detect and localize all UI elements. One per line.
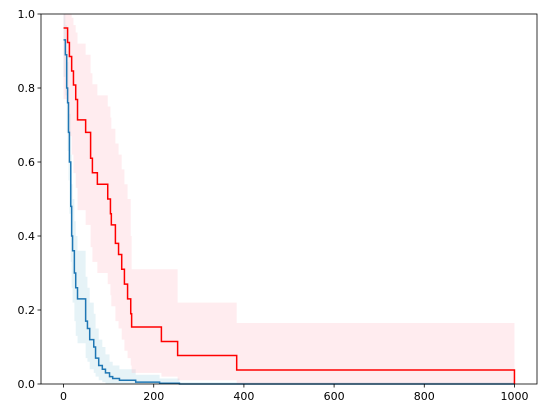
x-tick-label: 0 <box>60 390 67 403</box>
x-tick-label: 200 <box>143 390 164 403</box>
x-tick-label: 800 <box>414 390 435 403</box>
y-tick-label: 0.4 <box>18 230 36 243</box>
y-tick-label: 1.0 <box>18 8 36 21</box>
y-tick-label: 0.8 <box>18 82 36 95</box>
y-tick-label: 0.0 <box>18 378 36 391</box>
survival-line <box>63 27 516 384</box>
x-tick-label: 600 <box>324 390 345 403</box>
axes-frame <box>40 13 538 385</box>
survival-line <box>63 39 515 385</box>
confidence-band <box>63 14 515 384</box>
y-tick-label: 0.6 <box>18 156 36 169</box>
y-tick-label: 0.2 <box>18 304 36 317</box>
x-tick-label: 400 <box>233 390 254 403</box>
x-tick-label: 1000 <box>500 390 528 403</box>
